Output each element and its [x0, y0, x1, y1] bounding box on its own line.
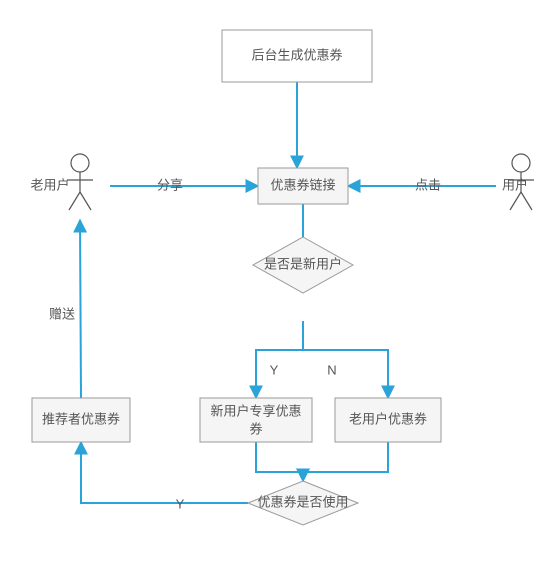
- edge-old-to-isused: [303, 442, 388, 481]
- edge-new-to-isused: [256, 442, 303, 481]
- edge-old-to-isused-path: [303, 442, 388, 481]
- node-olduser-label: 老用户优惠券: [349, 411, 427, 426]
- node-isused-label: 优惠券是否使用: [257, 494, 348, 509]
- node-olduser: 老用户优惠券: [335, 398, 441, 442]
- edge-user-to-link: 点击: [348, 177, 496, 192]
- node-isused: 优惠券是否使用: [248, 481, 358, 525]
- node-link-label: 优惠券链接: [270, 177, 335, 192]
- node-start-label: 后台生成优惠券: [251, 47, 342, 62]
- node-actor_user: 用户: [502, 154, 534, 210]
- edge-isnew-to-old-label: N: [327, 362, 336, 377]
- edge-isnew-to-new: Y: [256, 321, 303, 398]
- edge-old-to-link: 分享: [110, 177, 258, 192]
- edge-isnew-to-new-label: Y: [270, 362, 279, 377]
- actor-actor_old-head: [71, 154, 89, 172]
- edge-user-to-link-label: 点击: [415, 177, 441, 192]
- node-newuser-label1: 新用户专享优惠: [210, 403, 301, 418]
- actor-actor_user-leg-r: [521, 192, 532, 210]
- edge-ref-to-actor-path: [80, 220, 81, 398]
- actor-actor_user-label: 用户: [502, 177, 528, 192]
- node-referrer-label: 推荐者优惠券: [42, 411, 120, 426]
- node-newuser: 新用户专享优惠券: [200, 398, 312, 442]
- node-referrer: 推荐者优惠券: [32, 398, 130, 442]
- node-link: 优惠券链接: [258, 168, 348, 204]
- edge-old-to-link-label: 分享: [157, 177, 183, 192]
- actor-actor_old-leg-r: [80, 192, 91, 210]
- node-isnew: 是否是新用户: [253, 237, 353, 293]
- edge-ref-to-actor: 赠送: [49, 220, 81, 398]
- edge-isused-to-ref-label: Y: [176, 496, 185, 511]
- node-actor_old: 老用户: [30, 154, 93, 210]
- flowchart-canvas: 分享点击YNY赠送 后台生成优惠券优惠券链接是否是新用户新用户专享优惠券老用户优…: [0, 0, 554, 565]
- node-isnew-label: 是否是新用户: [264, 256, 342, 271]
- edge-isnew-to-old: N: [303, 321, 388, 398]
- actor-actor_user-head: [512, 154, 530, 172]
- edge-ref-to-actor-label: 赠送: [49, 306, 75, 321]
- actor-actor_old-label: 老用户: [30, 177, 69, 192]
- actor-actor_old-leg-l: [69, 192, 80, 210]
- actor-actor_user-leg-l: [510, 192, 521, 210]
- edge-isnew-to-old-path: [303, 321, 388, 398]
- node-start: 后台生成优惠券: [222, 30, 372, 82]
- edge-isused-to-ref-path: [81, 442, 248, 503]
- edge-isused-to-ref: Y: [81, 442, 248, 511]
- edge-new-to-isused-path: [256, 442, 303, 481]
- edge-isnew-to-new-path: [256, 321, 303, 398]
- node-newuser-label2: 券: [249, 421, 262, 436]
